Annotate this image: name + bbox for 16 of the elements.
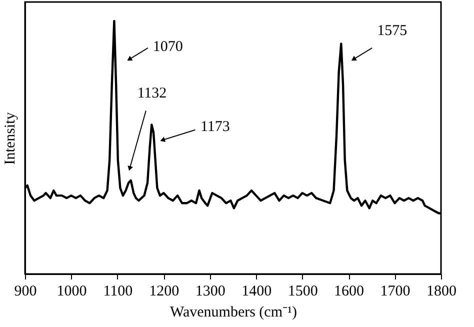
y-axis-title: Intensity <box>2 112 18 165</box>
x-tick-label: 1300 <box>195 284 226 300</box>
x-tick-label: 1600 <box>334 284 364 300</box>
x-tick-label: 1400 <box>242 284 272 300</box>
x-tick-label: 900 <box>14 284 37 300</box>
annotation: 1070 <box>152 38 183 55</box>
x-tick-label: 1800 <box>426 284 456 300</box>
annotation: 1575 <box>377 22 408 39</box>
x-axis-title: Wavenumbers (cm⁻¹) <box>170 304 297 320</box>
x-tick-label: 1200 <box>149 284 180 300</box>
x-tick-label: 1700 <box>380 284 410 300</box>
annotation: 1132 <box>137 86 167 102</box>
x-tick-label: 1100 <box>103 284 133 300</box>
x-tick-label: 1000 <box>56 284 87 300</box>
annotation: 1173 <box>200 118 230 135</box>
x-tick-label: 1500 <box>288 284 318 300</box>
